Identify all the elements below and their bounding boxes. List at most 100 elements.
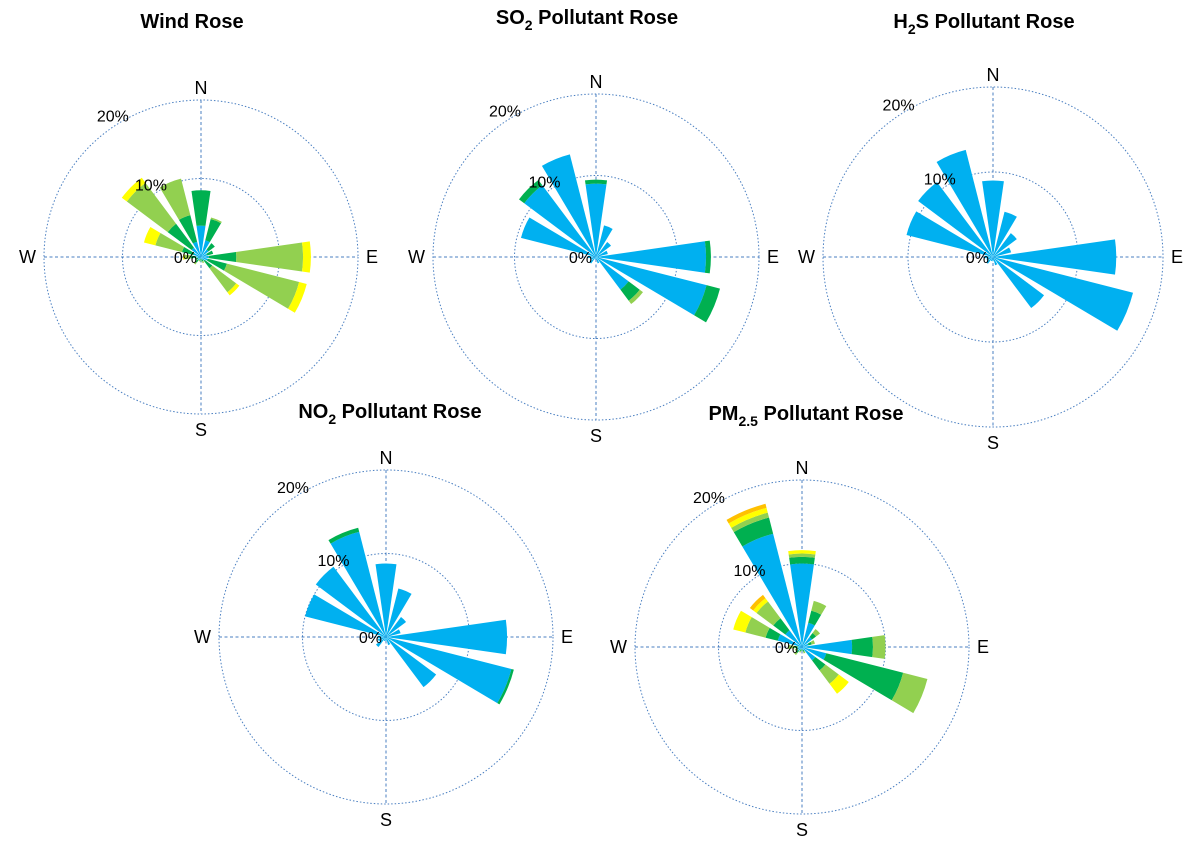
petal-segment (200, 257, 201, 259)
petal-segment (589, 257, 596, 264)
petal-segment (200, 257, 202, 260)
petal-segment (749, 594, 766, 611)
petal-segment (984, 255, 993, 259)
petal-segment (201, 259, 204, 262)
compass-s-label: S (195, 420, 207, 440)
petal-group (518, 154, 720, 323)
petal-segment (756, 601, 781, 626)
petal-segment (595, 257, 597, 260)
petal-segment (386, 616, 407, 637)
petal-segment (201, 257, 203, 260)
petal-segment (790, 563, 814, 647)
petal-segment (993, 211, 1017, 257)
petal-segment (982, 180, 1004, 257)
petal-segment (620, 281, 640, 301)
petal-segment (596, 257, 629, 290)
petal-segment (993, 233, 1017, 257)
petal-segment (190, 255, 197, 259)
petal-segment (993, 257, 998, 266)
compass-w-label: W (610, 637, 627, 657)
compass-n-label: N (987, 65, 1000, 85)
petal-segment (694, 285, 720, 323)
petal-segment (201, 253, 208, 257)
petal-segment (201, 249, 209, 257)
grid-ring (218, 469, 554, 805)
petal-group (906, 149, 1134, 331)
petal-segment (596, 241, 612, 257)
petal-segment (796, 648, 799, 650)
petal-segment (235, 242, 304, 272)
petal-segment (330, 531, 386, 637)
petal-segment (206, 250, 214, 256)
compass-e-label: E (767, 247, 779, 267)
petal-segment (524, 185, 596, 257)
petal-segment (328, 527, 360, 544)
wind-rose-title: Wind Rose (140, 11, 243, 33)
petal-segment (728, 507, 768, 528)
petal-segment (733, 610, 752, 633)
petal-segment (386, 619, 508, 655)
petal-segment (288, 282, 307, 313)
petal-segment (731, 512, 769, 533)
petal-segment (811, 600, 827, 615)
petal-segment (936, 149, 993, 257)
petal-segment (385, 637, 387, 642)
petal-segment (377, 637, 386, 642)
petal-segment (206, 243, 215, 252)
ring-label: 10% (317, 553, 349, 570)
no2-rose-title: NO2 Pollutant Rose (298, 401, 481, 427)
petal-segment (375, 563, 397, 637)
no2-rose-panel: 0% 10% 20% N S E W (194, 448, 573, 830)
petal-segment (205, 218, 222, 243)
petal-segment (745, 617, 770, 638)
petal-segment (906, 211, 993, 257)
petal-segment (704, 240, 711, 274)
petal-segment (785, 630, 802, 647)
petal-group (726, 503, 928, 714)
petal-segment (194, 257, 199, 261)
petal-segment (184, 254, 191, 260)
ring-label: 10% (528, 175, 560, 192)
petal-segment (809, 632, 817, 640)
ring-label: 10% (924, 172, 956, 189)
compass-s-label: S (590, 426, 602, 446)
compass-w-label: W (194, 627, 211, 647)
ring-label: 0% (174, 250, 197, 267)
petal-segment (787, 644, 795, 650)
petal-segment (584, 179, 608, 185)
petal-segment (155, 232, 185, 253)
petal-segment (143, 226, 161, 246)
petal-segment (302, 241, 311, 273)
petal-segment (590, 257, 596, 260)
petal-segment (829, 674, 849, 694)
petal-segment (126, 182, 177, 233)
petal-segment (807, 641, 812, 646)
petal-segment (891, 672, 928, 714)
ring-label: 10% (733, 563, 765, 580)
petal-segment (742, 533, 802, 647)
petal-segment (812, 657, 826, 671)
petal-segment (386, 629, 401, 637)
compass-s-label: S (987, 433, 999, 453)
petal-segment (201, 257, 205, 261)
so2-rose-title: SO2 Pollutant Rose (496, 7, 678, 33)
wind-rose-panel: 0% 10% 20% N S E W (19, 78, 378, 440)
compass-e-label: E (366, 247, 378, 267)
petal-segment (993, 257, 1045, 309)
petal-segment (315, 566, 386, 637)
h2s-rose-panel: 0% 10% 20% N S E W (798, 65, 1183, 453)
petal-segment (518, 179, 543, 204)
grid-ring (822, 86, 1164, 428)
grid-ring (634, 479, 970, 815)
compass-e-label: E (977, 637, 989, 657)
petal-segment (802, 649, 805, 652)
petal-segment (992, 257, 994, 262)
petal-segment (377, 635, 386, 639)
petal-segment (789, 556, 815, 565)
petal-segment (209, 265, 237, 293)
petal-segment (596, 225, 613, 257)
petal-segment (596, 241, 707, 273)
petal-segment (800, 647, 802, 650)
petal-segment (802, 647, 804, 651)
